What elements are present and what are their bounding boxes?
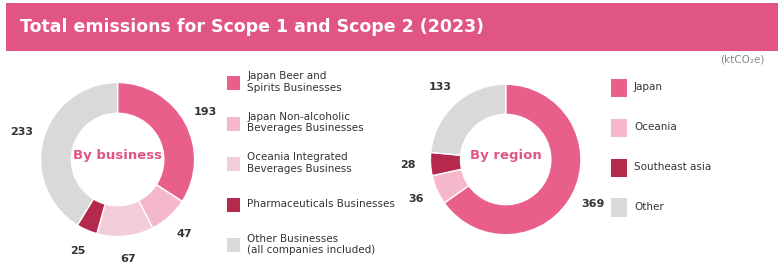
Text: 25: 25 xyxy=(70,246,85,256)
Bar xyxy=(227,198,240,212)
Wedge shape xyxy=(41,82,118,225)
Wedge shape xyxy=(445,84,581,235)
Text: 233: 233 xyxy=(9,127,33,137)
Bar xyxy=(227,117,240,131)
Text: Oceania Integrated
Beverages Business: Oceania Integrated Beverages Business xyxy=(248,152,352,174)
Text: Japan: Japan xyxy=(634,82,663,92)
Text: Other: Other xyxy=(634,202,664,212)
Text: Japan Beer and
Spirits Businesses: Japan Beer and Spirits Businesses xyxy=(248,71,342,93)
Text: Total emissions for Scope 1 and Scope 2 (2023): Total emissions for Scope 1 and Scope 2 … xyxy=(20,18,484,36)
Wedge shape xyxy=(78,199,105,234)
Text: By business: By business xyxy=(73,149,162,162)
Text: Japan Non-alcoholic
Beverages Businesses: Japan Non-alcoholic Beverages Businesses xyxy=(248,112,364,133)
Text: Other Businesses
(all companies included): Other Businesses (all companies included… xyxy=(248,234,376,255)
Wedge shape xyxy=(432,169,469,203)
Text: 369: 369 xyxy=(581,199,604,210)
Wedge shape xyxy=(97,201,153,236)
Text: 193: 193 xyxy=(194,107,217,117)
Text: 133: 133 xyxy=(428,82,452,92)
Text: Pharmaceuticals Businesses: Pharmaceuticals Businesses xyxy=(248,199,395,209)
Bar xyxy=(227,238,240,252)
Wedge shape xyxy=(430,84,506,155)
Bar xyxy=(227,157,240,171)
Text: 28: 28 xyxy=(401,161,416,170)
Bar xyxy=(611,199,627,217)
Bar xyxy=(611,119,627,137)
Text: 67: 67 xyxy=(120,254,136,264)
Wedge shape xyxy=(430,152,462,176)
Text: By region: By region xyxy=(470,149,542,162)
Wedge shape xyxy=(139,185,182,228)
Text: 47: 47 xyxy=(177,229,192,239)
Text: Oceania: Oceania xyxy=(634,122,677,132)
Bar xyxy=(227,76,240,90)
Text: (ktCO₂e): (ktCO₂e) xyxy=(720,55,764,65)
Text: 36: 36 xyxy=(408,194,424,204)
Text: Southeast asia: Southeast asia xyxy=(634,162,711,172)
Wedge shape xyxy=(118,82,194,201)
Bar xyxy=(611,159,627,177)
Bar xyxy=(611,79,627,97)
